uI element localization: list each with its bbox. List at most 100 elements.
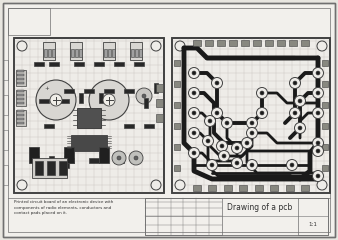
Bar <box>322 144 328 150</box>
Bar <box>156 99 163 107</box>
Bar <box>44 124 54 128</box>
Bar <box>130 49 134 57</box>
Circle shape <box>215 111 219 115</box>
Circle shape <box>222 154 226 158</box>
Circle shape <box>189 67 199 78</box>
Circle shape <box>257 108 267 119</box>
Circle shape <box>246 127 258 138</box>
Circle shape <box>112 151 126 165</box>
Circle shape <box>294 122 306 133</box>
Circle shape <box>212 108 222 119</box>
Circle shape <box>142 94 146 98</box>
Bar <box>174 165 180 171</box>
Bar <box>253 40 261 46</box>
Circle shape <box>189 108 199 119</box>
Circle shape <box>316 174 320 178</box>
Text: 1:1: 1:1 <box>309 222 318 227</box>
Bar <box>174 102 180 108</box>
Circle shape <box>298 99 302 103</box>
Bar <box>77 108 101 128</box>
Bar <box>47 161 55 175</box>
Bar <box>39 99 49 103</box>
Bar <box>145 198 222 235</box>
Bar <box>239 185 247 191</box>
Circle shape <box>217 140 227 151</box>
Circle shape <box>136 88 152 104</box>
Bar <box>270 185 278 191</box>
Bar <box>70 42 82 60</box>
Bar <box>103 49 106 57</box>
Circle shape <box>218 150 230 162</box>
Bar <box>103 42 115 60</box>
Bar <box>156 84 163 92</box>
Circle shape <box>215 81 219 85</box>
Circle shape <box>204 115 216 126</box>
Circle shape <box>257 88 267 98</box>
Circle shape <box>189 127 199 138</box>
Bar <box>99 93 103 103</box>
Circle shape <box>134 156 138 160</box>
Bar <box>3 130 8 150</box>
Circle shape <box>50 94 62 106</box>
Bar <box>17 102 24 104</box>
Circle shape <box>117 156 121 160</box>
Circle shape <box>290 163 294 167</box>
Circle shape <box>317 41 327 51</box>
Bar <box>16 70 26 86</box>
Bar <box>34 156 39 168</box>
Bar <box>84 89 94 93</box>
Bar <box>3 60 8 80</box>
Circle shape <box>212 78 222 89</box>
Bar <box>89 158 99 163</box>
Circle shape <box>250 131 254 135</box>
Circle shape <box>260 111 264 115</box>
Circle shape <box>316 111 320 115</box>
Circle shape <box>232 143 242 154</box>
Bar <box>114 158 124 163</box>
Bar <box>193 40 201 46</box>
Circle shape <box>250 163 254 167</box>
Bar <box>112 49 115 57</box>
Bar <box>209 185 216 191</box>
Circle shape <box>192 71 196 75</box>
Circle shape <box>290 108 300 119</box>
Circle shape <box>260 91 264 95</box>
Bar <box>322 165 328 171</box>
Bar <box>43 42 55 60</box>
Bar <box>322 81 328 87</box>
Circle shape <box>207 160 217 170</box>
Bar <box>174 60 180 66</box>
Circle shape <box>287 160 297 170</box>
Bar <box>99 147 109 163</box>
Circle shape <box>235 146 239 150</box>
Bar <box>139 49 142 57</box>
Bar <box>298 198 328 235</box>
Bar <box>8 8 50 35</box>
Circle shape <box>202 136 214 146</box>
Circle shape <box>298 126 302 130</box>
Bar <box>59 161 67 175</box>
Bar <box>35 161 43 175</box>
Bar <box>114 62 124 66</box>
Bar <box>172 38 330 193</box>
Circle shape <box>210 163 214 167</box>
Text: +: + <box>45 85 49 90</box>
Circle shape <box>293 81 297 85</box>
Bar <box>14 38 164 193</box>
Circle shape <box>313 108 323 119</box>
Bar <box>79 93 83 103</box>
Circle shape <box>316 141 320 145</box>
Bar <box>17 73 24 76</box>
Bar <box>156 114 163 122</box>
Circle shape <box>317 180 327 190</box>
Bar <box>17 78 24 80</box>
Circle shape <box>189 148 199 158</box>
Bar <box>29 147 39 163</box>
Circle shape <box>175 180 185 190</box>
Circle shape <box>225 121 229 125</box>
Bar <box>172 38 330 193</box>
Circle shape <box>293 111 297 115</box>
Bar <box>64 147 74 163</box>
Bar <box>17 90 24 92</box>
Circle shape <box>290 78 300 89</box>
